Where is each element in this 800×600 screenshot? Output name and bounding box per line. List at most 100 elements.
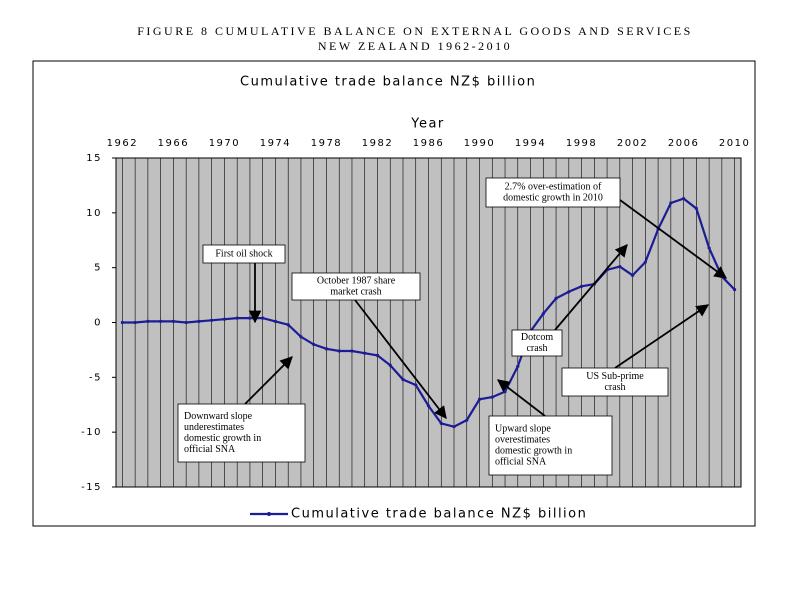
annotation-box (488, 415, 613, 476)
annotation-text: domestic growth in (495, 445, 572, 456)
point (643, 260, 647, 264)
point (171, 319, 175, 324)
chart-subtitle: NEW ZEALAND 1962-2010 (318, 39, 512, 53)
point (439, 421, 443, 425)
point (490, 395, 494, 399)
point (554, 296, 558, 300)
point (465, 418, 469, 422)
y-tick-label: -5 (89, 372, 102, 383)
x-tick-label: 1978 (311, 138, 342, 149)
annotation-arrow (614, 304, 710, 369)
y-tick-label: -10 (81, 427, 102, 438)
x-tick-label: 1966 (158, 138, 189, 149)
point (452, 425, 456, 429)
annotation-text: Downward slope (184, 411, 253, 422)
point (426, 404, 431, 408)
point (477, 397, 482, 401)
point (184, 320, 188, 325)
point (273, 319, 278, 324)
y-tick-label: 5 (94, 263, 102, 274)
annotation-text: overestimates (495, 434, 550, 445)
point (579, 284, 584, 288)
point (541, 312, 545, 316)
point (312, 342, 316, 347)
annotation-text: First oil shock (215, 248, 272, 259)
point (324, 347, 329, 351)
annotation-text: domestic growth in (184, 433, 261, 444)
point (222, 317, 227, 321)
x-tick-label: 1982 (362, 138, 393, 149)
point (337, 349, 341, 353)
inner-title: Cumulative trade balance NZ$ billion (240, 75, 536, 90)
annotation-box (177, 403, 306, 463)
x-tick-label: 2002 (617, 138, 648, 149)
point (669, 201, 673, 205)
point (414, 383, 418, 387)
annotation-box (202, 244, 286, 264)
annotation-text: October 1987 share (317, 275, 396, 286)
legend-marker (267, 512, 271, 516)
annotation-text: US Sub-prime (586, 371, 644, 382)
x-tick-label: 1990 (464, 138, 495, 149)
annotation-text: official SNA (184, 444, 236, 455)
annotation-text: crash (604, 382, 625, 393)
x-tick-label: 1970 (209, 138, 240, 149)
annotation-text: market crash (330, 286, 381, 297)
annotation-arrow (496, 379, 546, 417)
point (146, 319, 150, 324)
y-tick-label: 10 (86, 208, 102, 219)
point (363, 351, 367, 355)
legend-label: Cumulative trade balance NZ$ billion (291, 507, 587, 522)
point (210, 318, 214, 322)
point (630, 273, 635, 277)
y-tick-label: 15 (86, 153, 102, 164)
annotation-text: Dotcom (521, 332, 553, 343)
annotation-text: Upward slope (495, 423, 551, 434)
point (299, 335, 303, 339)
annotation-arrow (244, 356, 293, 405)
x-tick-label: 2010 (719, 138, 750, 149)
x-tick-label: 1994 (515, 138, 546, 149)
y-tick-label: -15 (81, 482, 102, 493)
point (375, 353, 380, 357)
annotation-text: official SNA (495, 456, 547, 467)
point (133, 320, 137, 325)
point (567, 290, 571, 294)
point (235, 316, 239, 320)
x-tick-label: 1986 (413, 138, 444, 149)
point (120, 320, 124, 325)
point (503, 389, 507, 394)
point (682, 196, 686, 201)
x-tick-label: 2006 (668, 138, 699, 149)
annotation-box (485, 177, 621, 208)
point (618, 264, 622, 269)
point (733, 288, 737, 292)
x-tick-label: 1962 (107, 138, 138, 149)
point (197, 319, 201, 324)
annotation-arrow (354, 299, 447, 419)
annotation-arrow (619, 199, 728, 279)
annotation-text: underestimates (184, 422, 244, 433)
point (159, 319, 163, 324)
point (261, 316, 265, 320)
point (388, 363, 392, 367)
annotation-box (511, 329, 563, 357)
point (694, 206, 698, 211)
y-tick-label: 0 (94, 318, 102, 329)
x-axis-label: Year (410, 117, 445, 132)
point (401, 377, 405, 382)
point (248, 316, 252, 320)
point (707, 246, 711, 250)
annotation-box (291, 272, 421, 301)
x-tick-label: 1998 (566, 138, 597, 149)
annotation-text: domestic growth in 2010 (503, 192, 603, 203)
annotation-text: crash (526, 343, 547, 354)
chart-title: FIGURE 8 CUMULATIVE BALANCE ON EXTERNAL … (137, 24, 693, 38)
x-tick-label: 1974 (260, 138, 291, 149)
point (286, 323, 290, 327)
point (350, 349, 354, 353)
annotation-text: 2.7% over-estimation of (505, 181, 602, 192)
point (516, 364, 520, 368)
annotation-arrow (554, 244, 628, 331)
